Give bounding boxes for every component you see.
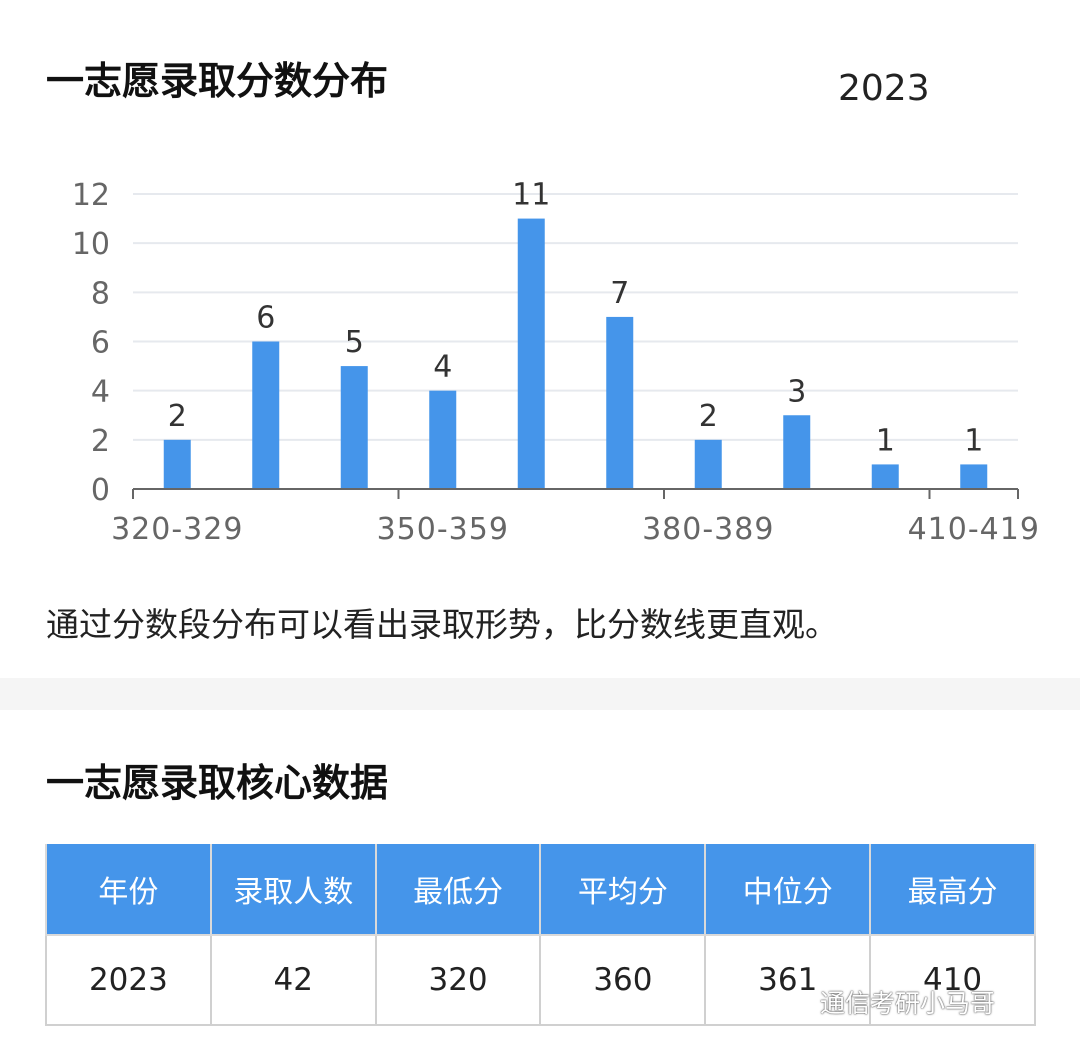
data-label: 5 [345, 325, 364, 360]
cell-min: 320 [374, 934, 542, 1026]
y-tick-label: 0 [91, 473, 110, 508]
bar [606, 316, 634, 489]
x-tick-label: 410-419 [908, 512, 1040, 547]
cell-year: 2023 [45, 934, 212, 1026]
bar [960, 464, 988, 489]
data-label: 7 [610, 276, 629, 311]
y-tick-label: 6 [91, 326, 110, 361]
bar [340, 366, 368, 489]
y-tick-label: 4 [91, 375, 110, 410]
section-title-core-data: 一志愿录取核心数据 [46, 761, 389, 805]
data-label: 1 [876, 423, 895, 458]
bar [163, 439, 191, 489]
cell-max: 410 [869, 934, 1036, 1026]
cell-avg: 360 [539, 934, 707, 1026]
cell-median: 361 [704, 934, 872, 1026]
table-row: 2023 42 320 360 361 410 [45, 934, 1036, 1026]
bar [871, 464, 899, 489]
header-min: 最低分 [374, 844, 542, 936]
data-label: 3 [787, 374, 806, 409]
table-header-row: 年份 录取人数 最低分 平均分 中位分 最高分 [45, 844, 1036, 936]
data-label: 4 [433, 350, 452, 385]
y-tick-label: 10 [72, 227, 110, 262]
y-tick-label: 12 [72, 178, 110, 213]
bar [252, 341, 280, 489]
header-avg: 平均分 [539, 844, 707, 936]
watermark: 通信考研小马哥 [820, 989, 996, 1018]
data-label: 1 [964, 423, 983, 458]
bar [694, 439, 722, 489]
section-title-distribution: 一志愿录取分数分布 [46, 59, 389, 103]
data-label: 2 [699, 399, 718, 434]
data-label: 11 [512, 178, 550, 213]
header-admitted: 录取人数 [209, 844, 377, 936]
section-divider [0, 678, 1080, 710]
y-tick-label: 2 [91, 424, 110, 459]
core-data-table: 年份 录取人数 最低分 平均分 中位分 最高分 2023 42 320 360 … [45, 844, 1036, 1026]
header-max: 最高分 [869, 844, 1036, 936]
y-tick-label: 8 [91, 276, 110, 311]
bar [783, 415, 811, 489]
header-year: 年份 [45, 844, 212, 936]
year-label: 2023 [838, 68, 930, 109]
x-tick-label: 380-389 [642, 512, 774, 547]
data-label: 2 [168, 399, 187, 434]
bar [517, 218, 545, 490]
chart-note: 通过分数段分布可以看出录取形势，比分数线更直观。 [46, 605, 838, 644]
header-median: 中位分 [704, 844, 872, 936]
x-tick-label: 350-359 [377, 512, 509, 547]
bar [429, 390, 457, 489]
data-label: 6 [256, 301, 275, 336]
cell-admitted: 42 [209, 934, 377, 1026]
x-tick-label: 320-329 [111, 512, 243, 547]
